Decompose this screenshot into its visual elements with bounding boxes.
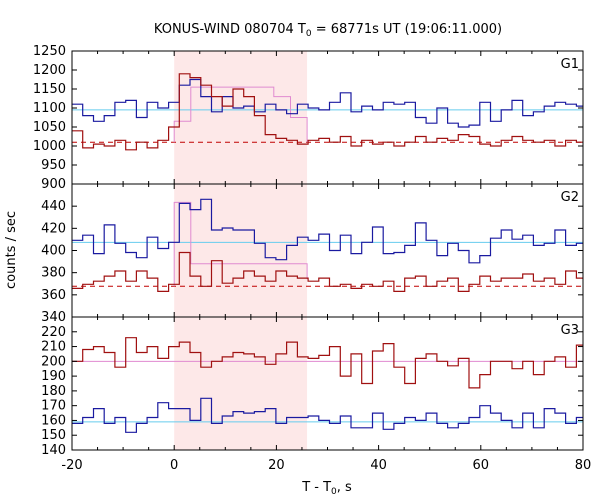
panel-frame bbox=[71, 183, 584, 318]
x-tick-label: -20 bbox=[61, 458, 82, 473]
x-tick-label: 0 bbox=[170, 458, 178, 473]
red-series-step bbox=[72, 337, 583, 389]
blue-series-step bbox=[72, 397, 583, 433]
y-tick-label: 1150 bbox=[33, 82, 66, 97]
y-tick-label: 1200 bbox=[33, 63, 66, 78]
panel-label-g1: G1 bbox=[561, 57, 579, 72]
x-tick-label: 60 bbox=[473, 458, 490, 473]
panel-frame bbox=[71, 50, 584, 185]
panel-g1: 900 950 1000 1050 1100 1150 1200 1250 G1 bbox=[33, 44, 584, 192]
pink-model-curve bbox=[173, 201, 308, 287]
red-series-step bbox=[72, 251, 583, 292]
y-tick-label: 160 bbox=[41, 413, 66, 428]
y-tick-label: 380 bbox=[41, 266, 66, 281]
y-tick-label: 340 bbox=[41, 310, 66, 325]
shaded-interval-band bbox=[174, 51, 308, 450]
x-tick-label: 20 bbox=[268, 458, 285, 473]
y-tick-label: 1250 bbox=[33, 44, 66, 59]
y-tick-label: 1000 bbox=[33, 139, 66, 154]
panel-label-g2: G2 bbox=[561, 190, 579, 205]
blue-series-step bbox=[72, 78, 583, 128]
y-tick-label: 210 bbox=[41, 340, 66, 355]
y-tick-label: 900 bbox=[41, 177, 66, 192]
panel-g2: 340 360 380 400 420 440 G2 bbox=[41, 183, 584, 325]
plot-area: 900 950 1000 1050 1100 1150 1200 1250 G1 340 360 38… bbox=[33, 44, 591, 473]
y-tick-label: 180 bbox=[41, 384, 66, 399]
y-axis-label: counts / sec bbox=[4, 211, 19, 289]
y-tick-label: 190 bbox=[41, 369, 66, 384]
red-series-step bbox=[72, 73, 583, 151]
y-tick-label: 420 bbox=[41, 221, 66, 236]
y-tick-label: 400 bbox=[41, 244, 66, 259]
y-tick-label: 950 bbox=[41, 158, 66, 173]
blue-series-step bbox=[72, 198, 583, 264]
y-tick-label: 360 bbox=[41, 288, 66, 303]
x-tick-label: 40 bbox=[370, 458, 387, 473]
y-tick-label: 200 bbox=[41, 354, 66, 369]
y-tick-label: 140 bbox=[41, 443, 66, 458]
x-tick-label: 80 bbox=[575, 458, 592, 473]
x-axis-label: T - T0, s bbox=[301, 480, 352, 497]
y-tick-label: 150 bbox=[41, 428, 66, 443]
y-tick-label: 220 bbox=[41, 325, 66, 340]
panel-frame bbox=[71, 316, 584, 451]
chart-title: KONUS-WIND 080704 T0 = 68771s UT (19:06:… bbox=[154, 22, 502, 39]
y-tick-label: 440 bbox=[41, 199, 66, 214]
panel-label-g3: G3 bbox=[561, 323, 579, 338]
y-tick-label: 170 bbox=[41, 399, 66, 414]
y-tick-label: 1100 bbox=[33, 101, 66, 116]
y-tick-label: 1050 bbox=[33, 120, 66, 135]
